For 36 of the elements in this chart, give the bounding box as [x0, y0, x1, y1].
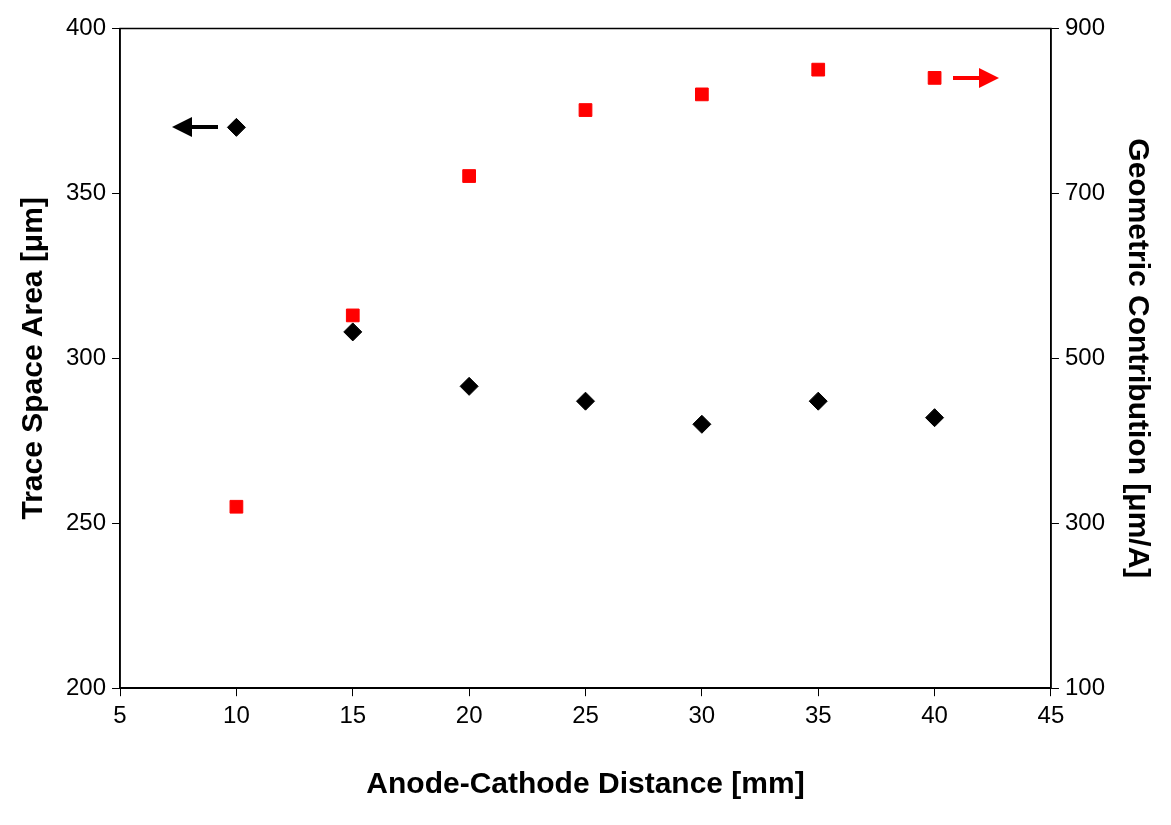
y2-tick-label: 900	[1064, 13, 1105, 41]
point	[459, 376, 479, 396]
y-tick-label: 400	[66, 13, 107, 41]
point	[229, 499, 244, 514]
x-tick-label: 20	[455, 701, 483, 729]
y2-tick-label: 500	[1064, 342, 1105, 370]
point	[576, 391, 595, 411]
x-tick-label: 10	[223, 701, 250, 729]
point	[927, 71, 942, 85]
x-tick-label: 40	[921, 701, 948, 729]
point	[462, 169, 476, 183]
y-tick-label: 250	[66, 507, 107, 535]
y2-tick-label: 300	[1064, 507, 1105, 535]
x-tick-label: 15	[339, 701, 367, 729]
point	[226, 117, 246, 137]
x-tick-label: 5	[113, 701, 127, 729]
point	[692, 414, 712, 434]
x-tick-label: 45	[1037, 701, 1065, 729]
y-axis-title: Trace Space Area [μm]	[15, 197, 49, 520]
x-tick-label: 25	[572, 701, 599, 729]
y2-tick-label: 100	[1064, 672, 1105, 700]
x-axis-title: Anode-Cathode Distance [mm]	[366, 766, 805, 800]
y-tick-label: 300	[66, 342, 107, 370]
point	[695, 87, 709, 102]
point	[578, 103, 593, 117]
point	[343, 322, 363, 342]
y-tick-label: 200	[66, 672, 107, 700]
x-tick-label: 35	[804, 701, 832, 729]
y2-tick-label: 700	[1064, 177, 1105, 205]
point	[808, 391, 828, 411]
y2-axis-title: Geometric Contribution [μm/A]	[1122, 138, 1156, 579]
point	[811, 62, 826, 77]
point	[925, 408, 945, 428]
point	[345, 308, 360, 323]
x-tick-label: 30	[688, 701, 716, 729]
y-tick-label: 350	[66, 177, 107, 205]
